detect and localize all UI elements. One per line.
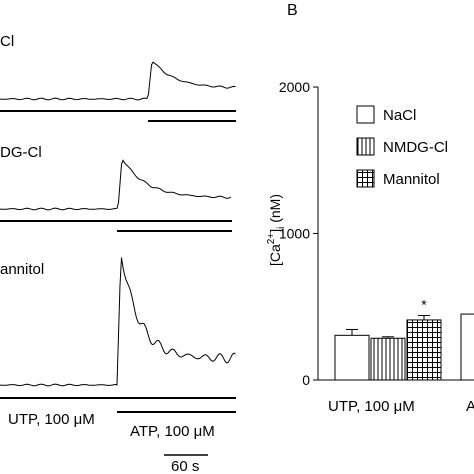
legend-swatch-mannitol [356,169,375,188]
y-tick-label: 1000 [279,226,310,242]
bar-nacl-2 [460,313,474,381]
x-tick-label: UTP, 100 μM [328,398,415,415]
calcium-trace-2 [0,159,232,211]
y-tick-label: 0 [302,372,310,388]
panel-b-label: B [287,2,298,19]
x-tick-labels: UTP, 100 μM A [328,398,474,415]
trace-label-2: DG-Cl [0,144,42,161]
legend: NaCl NMDG-Cl Mannitol [356,105,448,188]
legend-swatch-nmdg-cl [356,137,375,156]
legend-label: NMDG-Cl [383,139,448,156]
significance-marker: * [421,297,427,313]
trace-label-1: Cl [0,33,14,50]
legend-swatch-nacl [356,105,375,124]
calcium-trace-1 [0,61,236,101]
time-scale-label: 60 s [171,458,199,474]
panel-a: Cl DG-Cl annitol UTP, 100 μM ATP, 100 μM… [0,33,236,474]
bars: * [334,297,474,381]
bar-mannitol-1 [406,319,442,381]
bar-nmdg-cl-1 [370,337,406,381]
trace-label-3: annitol [0,261,44,278]
panel-b: B [Ca2+]i (nM) 0 1000 2000 * NaCl NMDG-Cl Ma… [266,2,474,415]
x-tick-label: A [466,398,474,415]
calcium-trace-3 [0,257,236,387]
legend-label: Mannitol [383,171,440,188]
y-tick-label: 2000 [279,79,310,95]
y-axis-title: [Ca2+]i (nM) [266,194,287,266]
legend-label: NaCl [383,107,416,124]
bar-nacl-1 [334,334,370,381]
utp-label: UTP, 100 μM [8,411,95,428]
atp-label: ATP, 100 μM [130,423,215,440]
